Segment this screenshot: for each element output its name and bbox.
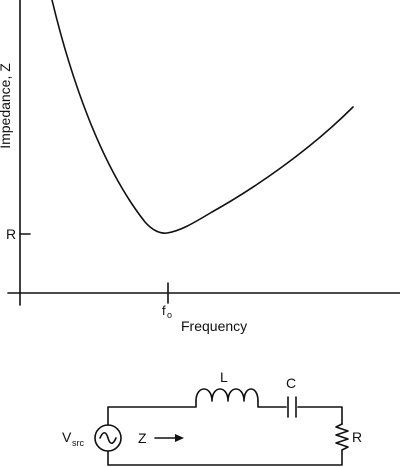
arrowhead-icon [175,434,184,442]
y-axis-label: Impedance, Z [0,63,13,149]
x-tick-label-f: f [162,303,166,318]
impedance-label-z: Z [138,430,147,446]
impedance-curve [51,0,354,234]
wire-bottom [107,449,343,466]
x-tick-label-sub: o [167,310,172,320]
source-label-sub: src [72,438,84,448]
resistor [335,423,349,451]
wire-c-r [297,406,343,425]
rlc-circuit: V src Z L C R [62,369,362,466]
capacitor-label-c: C [286,375,296,391]
x-axis-label: Frequency [181,318,247,334]
inductor-label-l: L [220,369,228,385]
wire-top-left [107,400,197,426]
wire-l-c [257,400,287,408]
sine-wave-icon [99,431,117,445]
inductor [195,388,259,402]
y-tick-label-r: R [6,226,16,242]
source-label-v: V [62,429,72,445]
ac-source [94,424,122,452]
resistor-label-r: R [352,429,362,445]
impedance-plot: Impedance, Z R f o Frequency [0,0,400,334]
